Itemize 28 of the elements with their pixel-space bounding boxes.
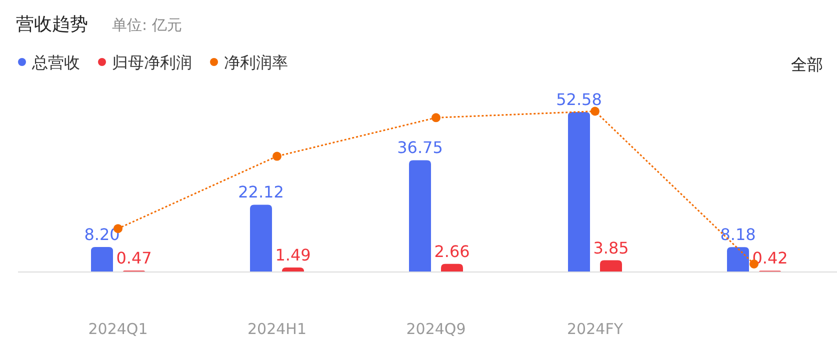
data-label: 22.12 (238, 182, 284, 202)
legend-label: 总营收 (31, 53, 80, 72)
bar (441, 264, 463, 272)
bar (568, 112, 590, 272)
bar (409, 160, 431, 272)
data-label: 36.75 (397, 138, 443, 158)
data-label: 52.58 (556, 90, 602, 110)
x-tick-label: 2024Q1 (88, 320, 148, 338)
data-label: 2.66 (434, 242, 470, 261)
bar (727, 247, 749, 272)
data-label: 1.49 (275, 245, 311, 264)
x-tick-label: 2024FY (567, 320, 624, 338)
chart-subtitle: 单位: 亿元 (112, 16, 182, 34)
point (272, 152, 282, 161)
point (432, 113, 440, 122)
legend-label: 归母净利润 (112, 53, 192, 72)
bar (250, 204, 272, 272)
bar (600, 260, 622, 272)
x-tick-label: 2024Q9 (406, 320, 466, 338)
data-label: 8.18 (720, 225, 756, 244)
point (590, 106, 600, 116)
text: 全部 (791, 55, 823, 74)
chart-title: 营收趋势 (16, 14, 88, 35)
legend-label: 净利润率 (224, 53, 288, 72)
bar (91, 247, 113, 272)
data-label: 0.47 (116, 248, 152, 268)
data-label: 3.85 (593, 238, 629, 258)
x-tick-label: 2024H1 (248, 320, 306, 338)
